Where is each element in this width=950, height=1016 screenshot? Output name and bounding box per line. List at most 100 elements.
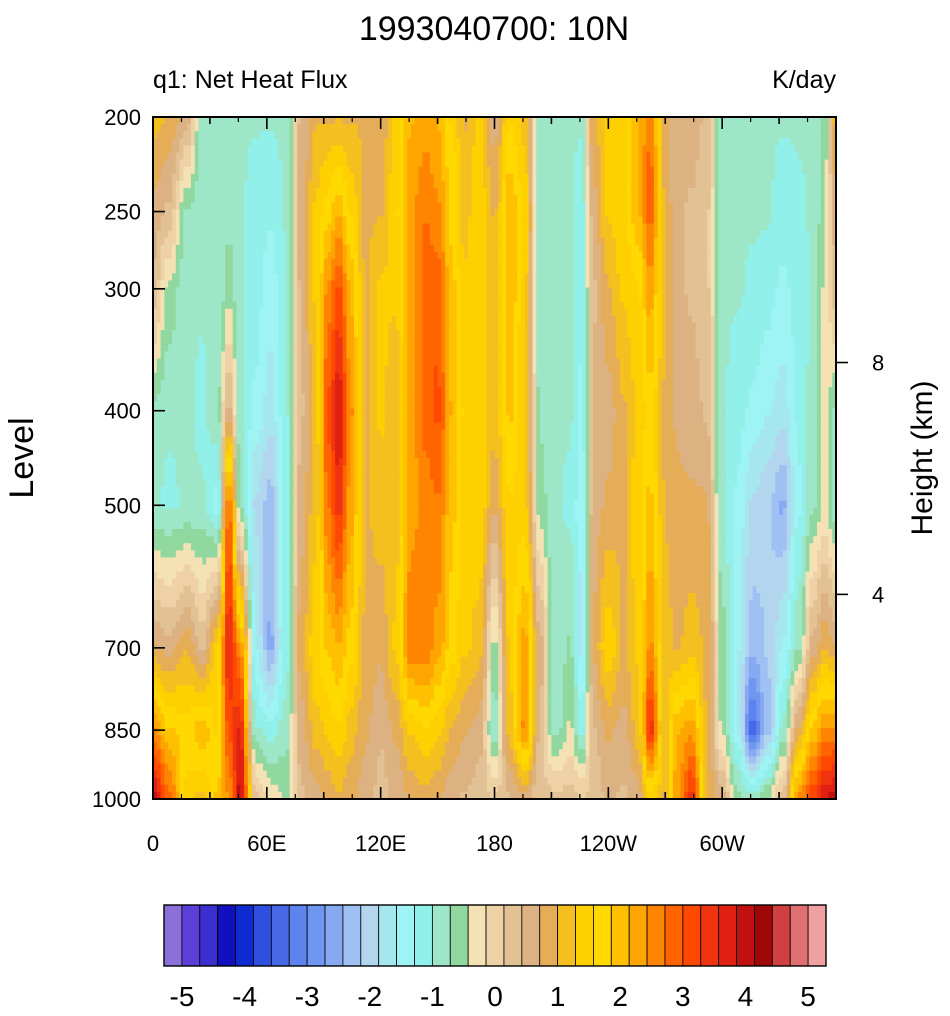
contour-cell: [775, 486, 788, 495]
contour-cell: [490, 465, 499, 473]
contour-cell: [589, 230, 594, 239]
contour-cell: [251, 507, 257, 516]
contour-cell: [505, 436, 518, 445]
contour-cell: [316, 358, 321, 367]
contour-cell: [832, 145, 837, 154]
contour-cell: [562, 507, 575, 516]
contour-cell: [714, 408, 719, 416]
contour-cell: [646, 195, 655, 203]
contour-cell: [596, 287, 602, 296]
contour-cell: [221, 308, 226, 317]
contour-cell: [794, 415, 807, 424]
contour-cell: [361, 138, 386, 147]
contour-cell: [285, 330, 291, 338]
contour-cell: [259, 337, 279, 345]
contour-cell: [502, 180, 507, 189]
contour-cell: [786, 465, 792, 473]
contour-cell: [285, 251, 291, 260]
contour-cell: [153, 138, 173, 147]
contour-cell: [247, 486, 253, 495]
contour-cell: [342, 365, 348, 374]
contour-cell: [703, 117, 712, 125]
contour-cell: [263, 550, 276, 559]
contour-cell: [240, 521, 245, 530]
contour-cell: [175, 472, 203, 480]
contour-cell: [456, 159, 461, 168]
contour-cell: [448, 202, 458, 210]
contour-cell: [342, 244, 348, 253]
contour-cell: [460, 443, 488, 452]
contour-cell: [327, 287, 332, 296]
contour-cell: [236, 450, 241, 459]
contour-cell: [354, 472, 359, 480]
contour-cell: [354, 273, 359, 281]
contour-cell: [244, 479, 249, 488]
contour-cell: [672, 422, 708, 431]
contour-cell: [763, 330, 792, 338]
contour-cell: [399, 529, 405, 537]
contour-cell: [369, 308, 378, 317]
contour-cell: [710, 557, 716, 566]
contour-cell: [528, 351, 534, 360]
contour-cell: [638, 145, 644, 154]
contour-cell: [384, 188, 389, 196]
contour-cell: [433, 244, 442, 253]
contour-cell: [725, 550, 735, 559]
contour-cell: [725, 422, 746, 431]
contour-cell: [445, 408, 454, 416]
contour-cell: [164, 202, 177, 210]
contour-cell: [441, 401, 446, 409]
contour-cell: [376, 358, 389, 367]
contour-cell: [289, 145, 294, 154]
contour-cell: [460, 145, 473, 154]
contour-cell: [209, 571, 219, 580]
contour-cell: [794, 543, 803, 551]
contour-cell: [289, 209, 294, 218]
contour-cell: [346, 557, 351, 566]
contour-cell: [593, 152, 602, 161]
contour-cell: [589, 536, 598, 544]
contour-cell: [490, 500, 499, 509]
contour-cell: [517, 287, 522, 296]
contour-cell: [327, 152, 348, 161]
contour-cell: [642, 308, 647, 317]
contour-cell: [486, 216, 499, 225]
contour-cell: [331, 429, 336, 438]
contour-cell: [179, 173, 184, 182]
contour-cell: [585, 223, 590, 232]
contour-cell: [714, 244, 719, 253]
contour-cell: [297, 507, 306, 516]
contour-cell: [289, 124, 294, 132]
contour-cell: [308, 514, 317, 523]
contour-cell: [335, 301, 344, 310]
contour-cell: [153, 273, 162, 281]
contour-cell: [661, 521, 666, 530]
contour-cell: [805, 479, 818, 488]
contour-cell: [392, 166, 401, 175]
contour-cell: [346, 337, 355, 345]
contour-cell: [357, 230, 363, 239]
contour-cell: [665, 521, 712, 530]
contour-cell: [574, 557, 579, 566]
contour-cell: [414, 117, 439, 125]
contour-cell: [593, 493, 606, 502]
contour-cell: [297, 365, 302, 374]
contour-cell: [517, 244, 522, 253]
contour-cell: [407, 294, 416, 303]
contour-cell: [589, 443, 594, 452]
contour-cell: [524, 472, 530, 480]
contour-cell: [661, 443, 678, 452]
contour-cell: [817, 294, 822, 303]
contour-cell: [407, 443, 416, 452]
contour-cell: [536, 458, 545, 466]
contour-cell: [612, 301, 625, 310]
contour-cell: [259, 323, 279, 331]
contour-cell: [505, 365, 515, 374]
contour-cell: [820, 202, 826, 210]
contour-cell: [589, 287, 598, 296]
contour-cell: [703, 408, 712, 416]
contour-cell: [285, 358, 291, 367]
contour-cell: [805, 188, 822, 196]
contour-cell: [422, 159, 431, 168]
contour-cell: [369, 273, 382, 281]
